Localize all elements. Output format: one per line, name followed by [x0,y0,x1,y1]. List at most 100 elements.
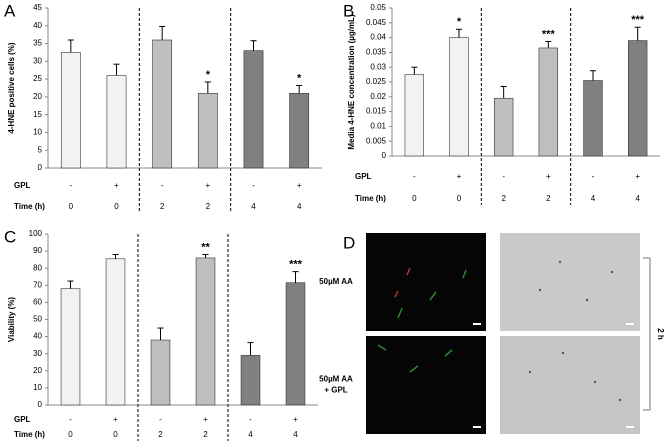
x-tick-label: 0 [412,194,417,203]
x-tick-label: - [413,172,416,181]
y-tick-label: 30 [33,349,42,358]
significance: ** [201,241,210,253]
y-tick-label: 35 [33,39,42,48]
bar [289,93,310,169]
x-tick-label: + [546,172,551,181]
significance: *** [289,259,303,271]
x-tick-label: 2 [158,430,163,439]
fluorescence-image [366,336,486,434]
bar [195,257,216,406]
x-tick-label: 0 [113,430,118,439]
x-tick-label: - [161,181,164,190]
x-tick-label: 2 [206,202,211,211]
x-tick-label: + [457,172,462,181]
x-tick-label: + [297,181,302,190]
bar [404,74,425,157]
scale-bar [473,323,481,325]
y-tick-label: 0 [38,400,43,409]
x-tick-label: 0 [69,202,74,211]
row-title: GPL [355,172,372,181]
bar [449,37,469,157]
row-label: 50µM AA [319,375,353,384]
bar [583,80,603,157]
bar [60,52,81,169]
x-tick-label: - [592,172,595,181]
bar [240,355,261,406]
bar [538,47,559,157]
y-axis-label: 4-HNE positive cells (%) [7,42,16,133]
bar [243,50,264,169]
y-axis-label: Viability (%) [7,297,16,343]
bracket [643,257,651,411]
significance: * [206,69,211,81]
significance: *** [631,14,645,26]
x-tick-label: 4 [248,430,253,439]
y-tick-label: 0 [38,163,43,172]
y-tick-label: 0.025 [366,77,387,86]
significance: *** [542,28,556,40]
row-title: Time (h) [355,194,386,203]
x-tick-label: - [502,172,505,181]
cell-traces [377,269,467,373]
scale-bar [626,323,634,325]
scale-bar [626,426,634,428]
bar [197,93,218,169]
x-tick-label: 0 [457,194,462,203]
x-tick-label: + [114,181,119,190]
cell-traces [394,267,411,298]
y-tick-label: 0.03 [370,62,386,71]
x-tick-label: - [159,415,162,424]
time-label: 2 h [656,328,665,340]
panel-letter: A [4,1,16,20]
y-tick-label: 50 [33,315,42,324]
bar [150,339,171,406]
x-tick-label: 2 [546,194,551,203]
x-tick-label: 2 [160,202,165,211]
bar [60,288,81,406]
bar [285,282,306,406]
x-tick-label: 4 [591,194,596,203]
cell-dots [528,260,622,402]
x-tick-label: - [69,415,72,424]
panel-letter: D [343,233,355,252]
y-tick-label: 80 [33,263,42,272]
row-title: GPL [14,181,31,190]
x-tick-label: 2 [501,194,506,203]
x-tick-label: 0 [114,202,119,211]
y-tick-label: 0.015 [366,107,387,116]
x-tick-label: + [205,181,210,190]
scale-bar [473,426,481,428]
row-label: + GPL [324,386,347,395]
x-tick-label: - [69,181,72,190]
y-axis-label: Media 4-HNE concentration (µg/mL) [347,14,356,150]
y-tick-label: 45 [33,3,42,12]
fluorescence-image [366,233,486,331]
panel-letter: B [343,1,354,20]
x-tick-label: - [252,181,255,190]
bar [152,39,173,169]
x-tick-label: + [203,415,208,424]
y-tick-label: 25 [33,74,42,83]
y-tick-label: 20 [33,366,42,375]
y-tick-label: 0.005 [366,136,387,145]
y-tick-label: 90 [33,246,42,255]
y-tick-label: 0.035 [366,48,387,57]
x-tick-label: 4 [293,430,298,439]
y-tick-label: 0.05 [370,3,386,12]
brightfield-image [500,336,640,434]
y-tick-label: 10 [33,128,42,137]
y-tick-label: 10 [33,383,42,392]
bar [106,75,127,169]
y-tick-label: 30 [33,56,42,65]
row-title: Time (h) [14,430,45,439]
y-tick-label: 15 [33,110,42,119]
row-title: Time (h) [14,202,45,211]
row-title: GPL [14,415,31,424]
significance: * [297,72,302,84]
x-tick-label: + [293,415,298,424]
row-label: 50µM AA [319,277,353,286]
panel-letter: C [4,227,16,246]
x-tick-label: + [635,172,640,181]
x-tick-label: - [249,415,252,424]
bar [493,97,514,157]
